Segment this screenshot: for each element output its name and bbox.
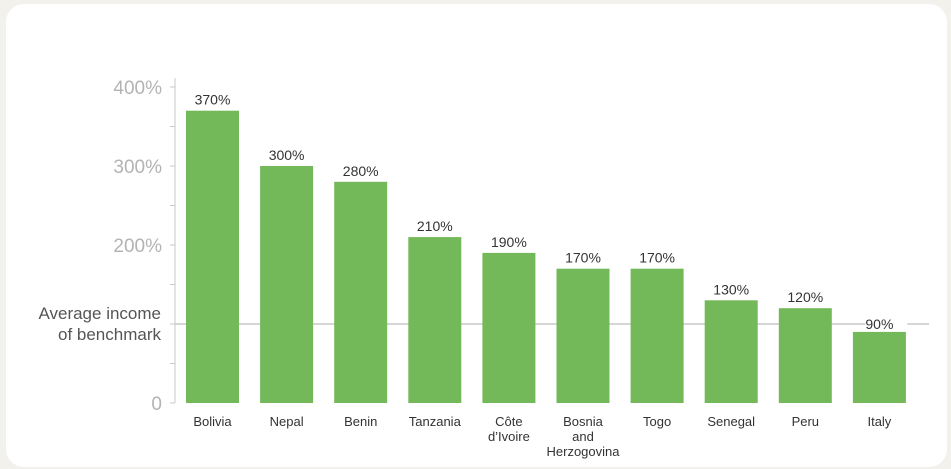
category-label-line: d’Ivoire: [488, 429, 530, 444]
value-labels: 370% 300% 280% 210% 190% 170% 170% 130% 120% 90%: [195, 92, 894, 332]
category-label: Peru: [792, 414, 819, 429]
y-tick-label: 0: [151, 394, 162, 415]
category-label: Bosnia and Herzogovina: [547, 414, 621, 459]
y-tick-label: 400%: [113, 78, 162, 99]
category-label: Togo: [643, 414, 671, 429]
bar: [556, 268, 610, 403]
category-label-line: Benin: [344, 414, 377, 429]
category-label-line: Peru: [792, 414, 819, 429]
category-label-line: Bosnia: [563, 414, 604, 429]
value-label: 190%: [491, 234, 527, 250]
value-label: 130%: [713, 281, 749, 297]
category-label-line: Côte: [495, 414, 522, 429]
bar: [704, 300, 758, 403]
value-label: 300%: [269, 147, 305, 163]
category-label-line: Tanzania: [409, 414, 462, 429]
bar: [852, 331, 906, 403]
category-label: Senegal: [707, 414, 755, 429]
bar: [260, 166, 314, 403]
category-label: Benin: [344, 414, 377, 429]
value-label: 170%: [639, 250, 675, 266]
benchmark-label: Average income of benchmark: [38, 304, 161, 344]
y-tick-label: 200%: [113, 236, 162, 257]
value-label: 120%: [787, 289, 823, 305]
value-label: 280%: [343, 163, 379, 179]
bar: [334, 181, 388, 403]
bar-chart: 0 200% 300% 400% Average income of benchmark…: [38, 78, 929, 459]
y-tick-label: 300%: [113, 157, 162, 178]
value-label: 90%: [865, 316, 893, 332]
category-label-line: Herzogovina: [547, 444, 621, 459]
bar: [630, 268, 684, 403]
value-label: 370%: [195, 92, 231, 108]
benchmark-label-line: of benchmark: [58, 325, 161, 344]
category-label-line: Italy: [867, 414, 891, 429]
y-axis: 0 200% 300% 400%: [113, 78, 176, 415]
value-label: 210%: [417, 218, 453, 234]
category-label-line: Bolivia: [193, 414, 232, 429]
category-label: Tanzania: [409, 414, 462, 429]
category-label-line: Togo: [643, 414, 671, 429]
bar: [778, 308, 832, 403]
bar: [408, 237, 462, 403]
category-labels: Bolivia Nepal Benin Tanzania Côte d’Ivoire Bos…: [193, 414, 891, 459]
category-label: Nepal: [270, 414, 304, 429]
category-label: Italy: [867, 414, 891, 429]
value-label: 170%: [565, 250, 601, 266]
category-label-line: Senegal: [707, 414, 755, 429]
category-label: Bolivia: [193, 414, 232, 429]
benchmark-label-line: Average income: [38, 304, 161, 323]
bar: [186, 110, 239, 403]
bars: [186, 110, 906, 403]
bar: [482, 252, 536, 403]
category-label: Côte d’Ivoire: [488, 414, 530, 444]
chart-card: 0 200% 300% 400% Average income of benchmark…: [6, 4, 947, 467]
benchmark-overlay: Average income of benchmark: [38, 304, 929, 344]
category-label-line: Nepal: [270, 414, 304, 429]
category-label-line: and: [572, 429, 594, 444]
